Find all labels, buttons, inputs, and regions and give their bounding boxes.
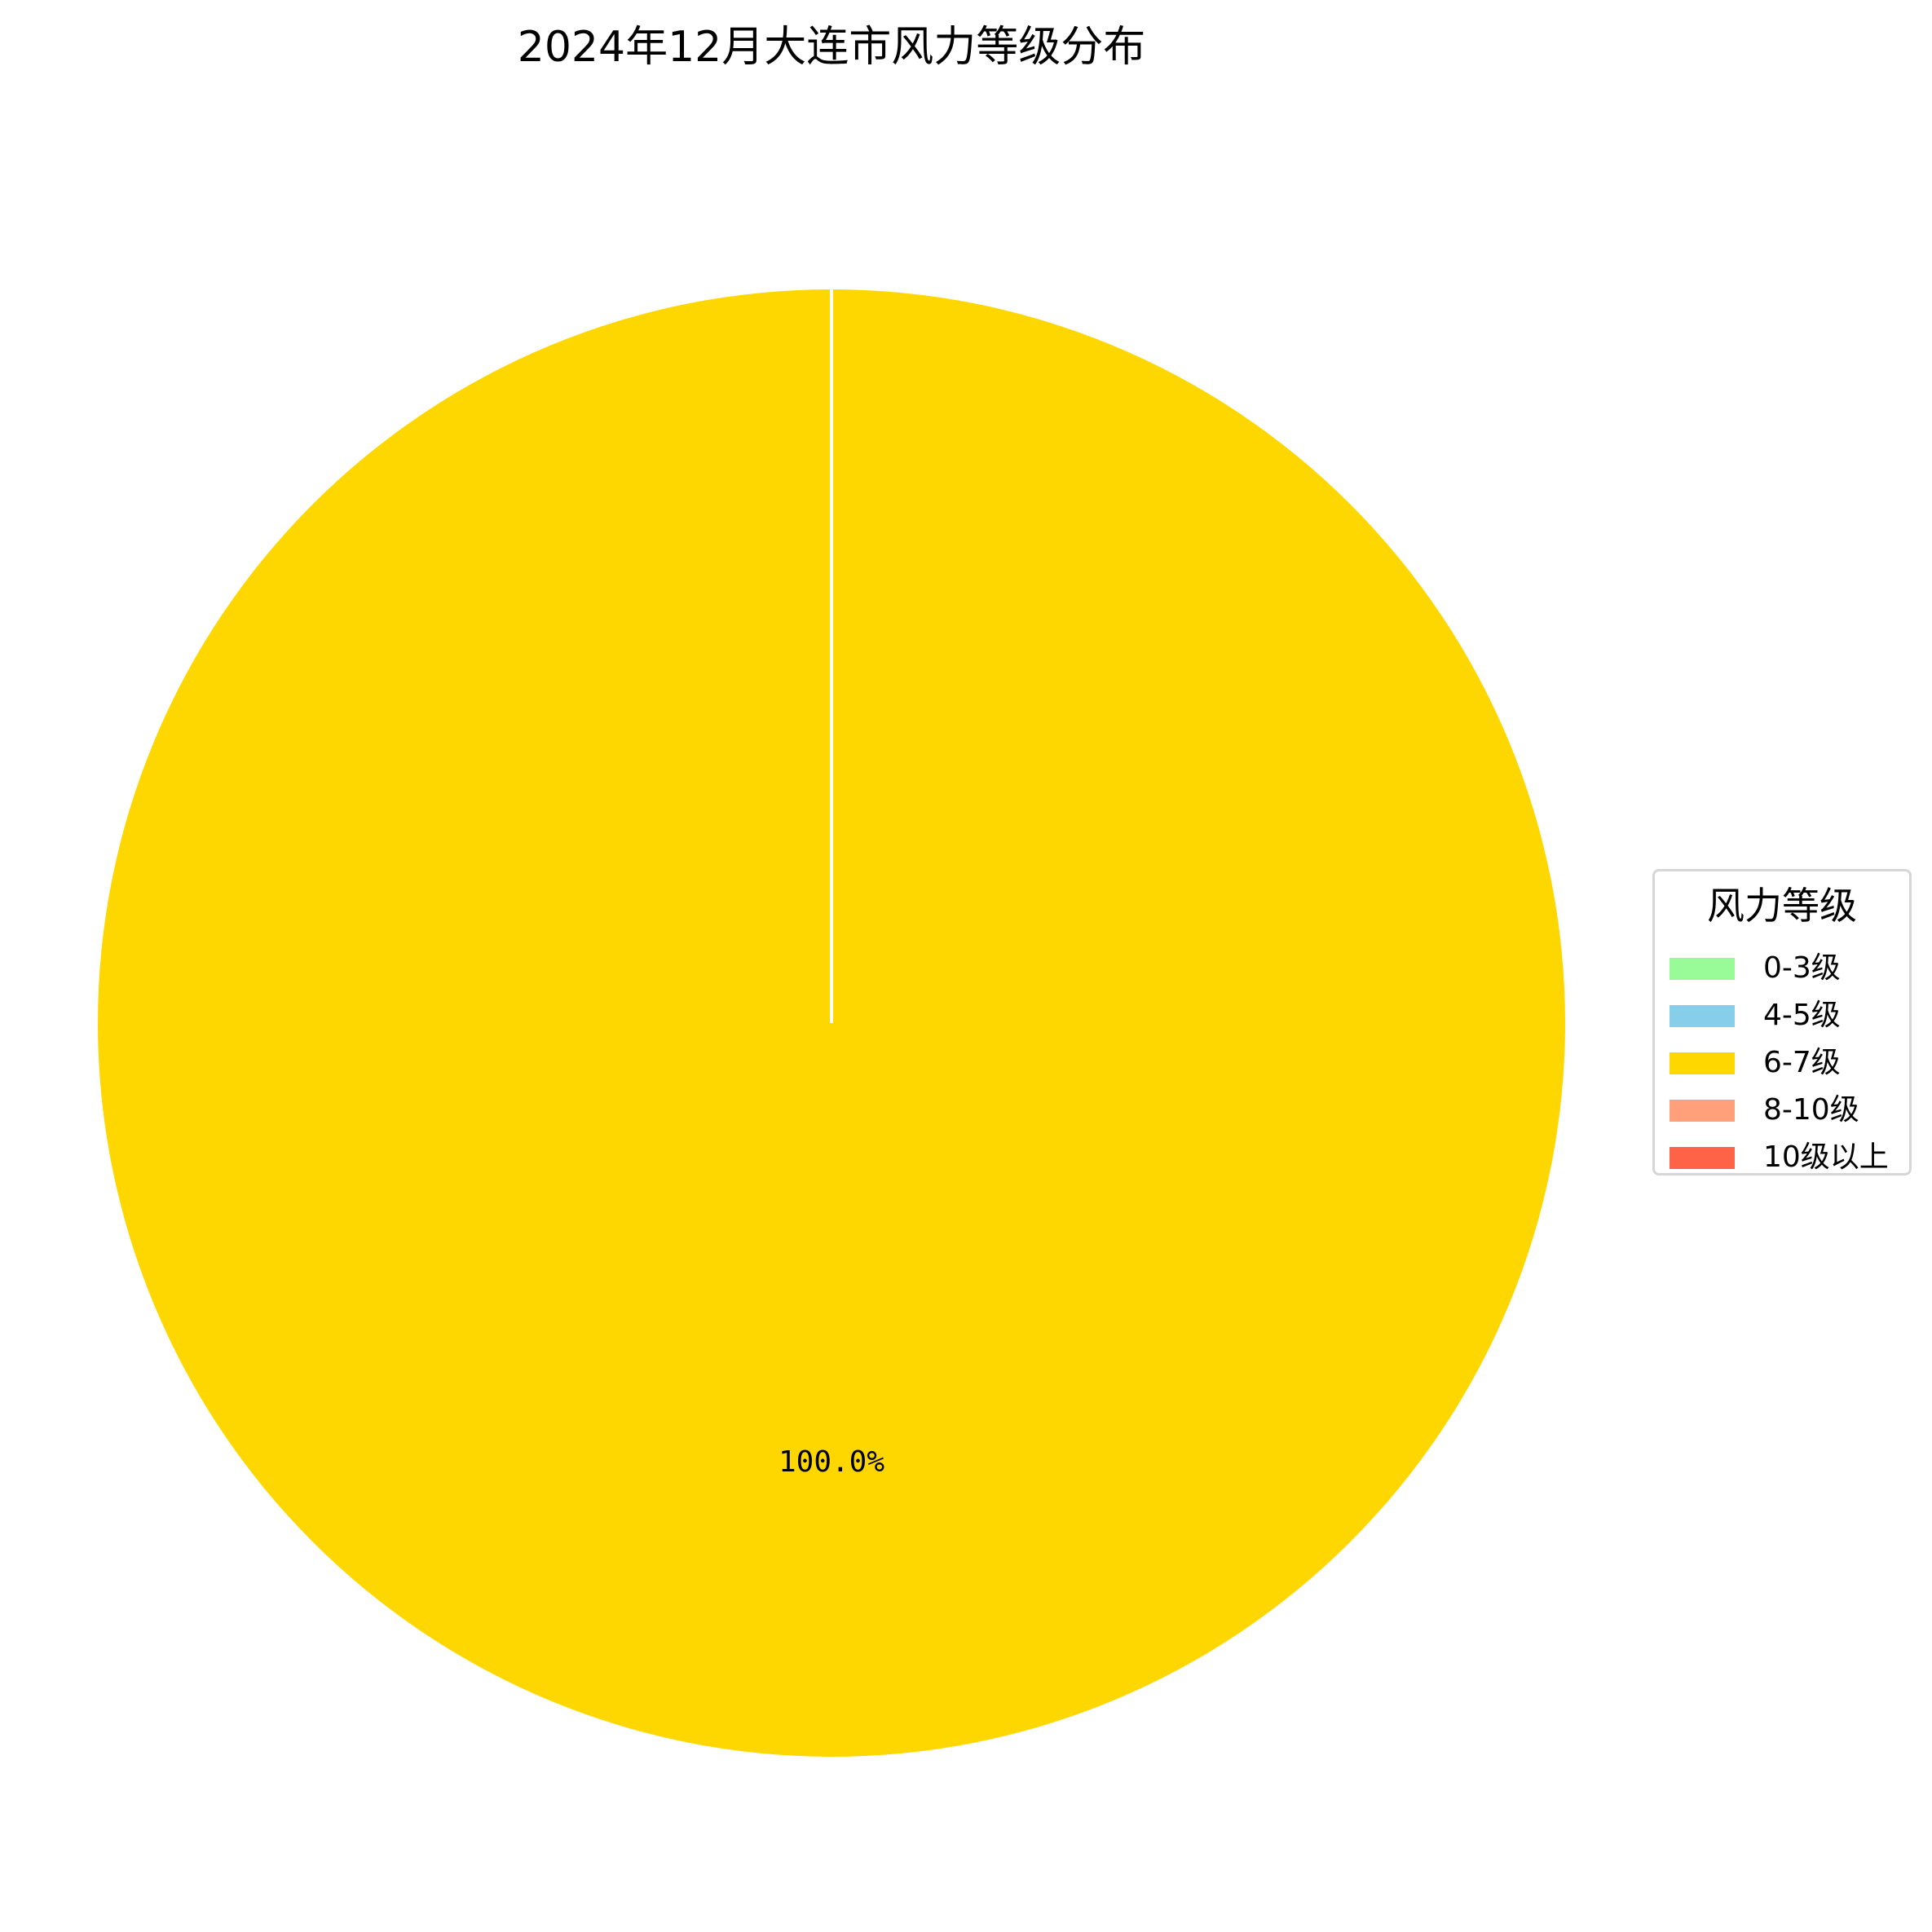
legend-swatch bbox=[1670, 957, 1735, 980]
legend-label: 0-3级 bbox=[1763, 951, 1841, 985]
legend-label: 6-7级 bbox=[1763, 1046, 1841, 1079]
legend-item: 0-3级 bbox=[1670, 945, 1889, 992]
legend-label: 8-10级 bbox=[1763, 1093, 1859, 1127]
legend-item: 10级以上 bbox=[1670, 1134, 1889, 1181]
legend: 风力等级 0-3级 4-5级 6-7级 8-10级 10级以上 bbox=[1652, 869, 1912, 1176]
legend-swatch bbox=[1670, 1004, 1735, 1027]
legend-label: 4-5级 bbox=[1763, 999, 1841, 1032]
legend-title: 风力等级 bbox=[1707, 884, 1857, 928]
legend-item: 8-10级 bbox=[1670, 1087, 1889, 1134]
legend-item: 6-7级 bbox=[1670, 1039, 1889, 1087]
legend-label: 10级以上 bbox=[1763, 1140, 1889, 1174]
pie-labels: 100.0% bbox=[779, 1445, 884, 1479]
legend-swatch bbox=[1670, 1052, 1735, 1074]
legend-swatch bbox=[1670, 1099, 1735, 1122]
pie-slice-label: 100.0% bbox=[779, 1445, 884, 1479]
legend-swatch bbox=[1670, 1146, 1735, 1169]
legend-item: 4-5级 bbox=[1670, 992, 1889, 1039]
chart-title: 2024年12月大连市风力等级分布 bbox=[517, 23, 1146, 72]
pie-slices bbox=[98, 289, 1565, 1757]
legend-list: 0-3级 4-5级 6-7级 8-10级 10级以上 bbox=[1670, 945, 1889, 1181]
